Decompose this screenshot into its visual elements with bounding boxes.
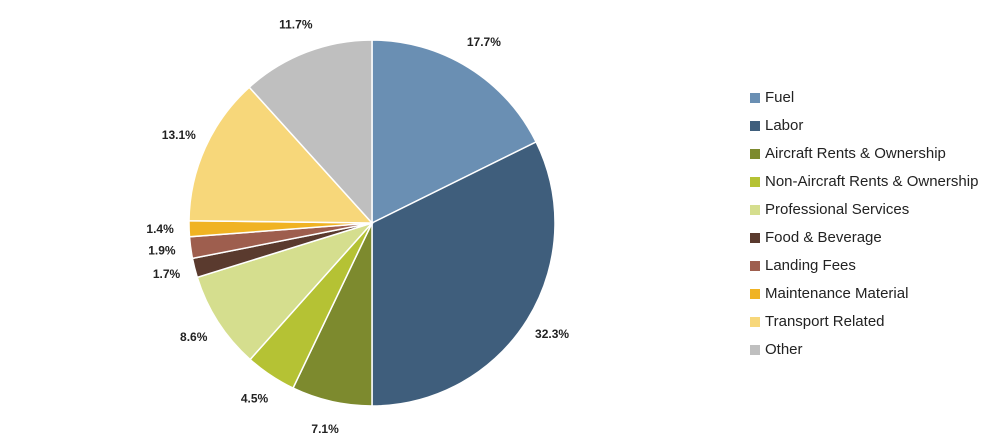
legend-label: Aircraft Rents & Ownership [765,145,946,162]
legend-label: Other [765,341,803,358]
data-label: 17.7% [467,35,501,49]
pie-slice [248,39,373,225]
pie-slice [371,39,538,225]
data-label: 1.9% [148,244,176,258]
data-label: 13.1% [162,128,196,142]
legend-swatch [750,345,760,355]
legend-swatch [750,149,760,159]
legend-swatch [750,205,760,215]
data-label: 7.1% [311,422,339,436]
data-label: 11.7% [279,17,313,31]
legend-swatch [750,317,760,327]
legend-label: Non-Aircraft Rents & Ownership [765,173,978,190]
legend-swatch [750,121,760,131]
data-label: 1.4% [146,222,174,236]
legend-swatch [750,177,760,187]
legend-label: Transport Related [765,313,885,330]
pie-slice [188,86,374,224]
legend-label: Professional Services [765,201,909,218]
pie-slice [371,140,556,407]
legend-swatch [750,233,760,243]
legend-swatch [750,93,760,103]
legend-swatch [750,289,760,299]
data-label: 4.5% [241,392,269,406]
legend-label: Labor [765,117,803,134]
data-label: 1.7% [153,267,181,281]
data-label: 32.3% [535,327,569,341]
legend-swatch [750,261,760,271]
data-label: 8.6% [180,330,208,344]
pie-slice [196,221,375,361]
legend-label: Food & Beverage [765,229,882,246]
legend-label: Landing Fees [765,257,856,274]
legend-label: Maintenance Material [765,285,908,302]
legend-label: Fuel [765,89,794,106]
